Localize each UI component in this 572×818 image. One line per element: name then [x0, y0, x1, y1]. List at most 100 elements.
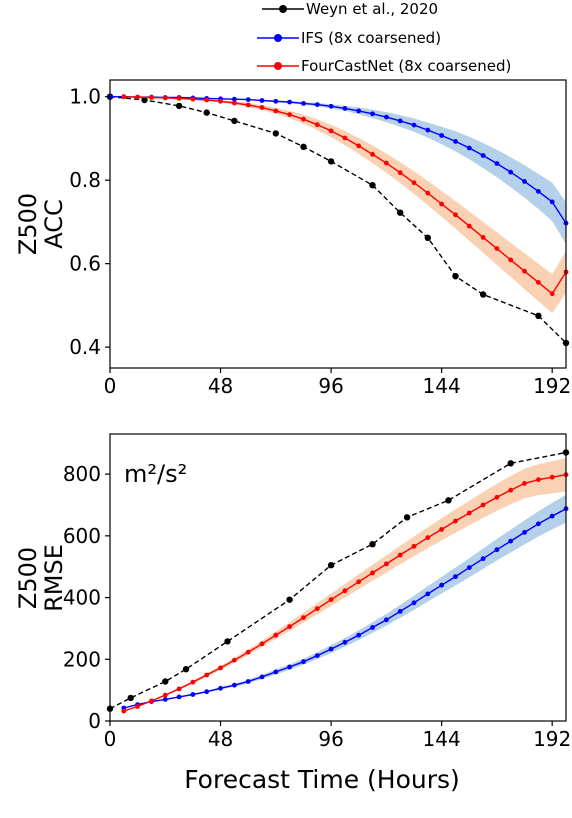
rmse-series-1-point	[314, 653, 320, 658]
acc-series-0-point	[479, 291, 487, 298]
acc-series-0-point	[369, 182, 376, 189]
acc-series-2-point	[411, 180, 417, 186]
acc-series-1-point	[549, 199, 555, 205]
legend-marker-ifs	[274, 34, 282, 42]
rmse-series-1-point	[453, 574, 458, 579]
rmse-axes-frame	[109, 433, 567, 722]
acc-series-1-point	[342, 106, 348, 111]
acc-series-1-point	[425, 127, 431, 133]
rmse-series-1-point	[204, 689, 210, 695]
acc-series-2-point	[314, 122, 320, 128]
acc-series-2-point	[508, 257, 514, 263]
acc-series-2-point	[342, 135, 348, 141]
acc-ytick-label: 0.6	[69, 252, 101, 276]
acc-series-2-point	[135, 94, 141, 100]
acc-xtick-label: 144	[423, 374, 461, 398]
rmse-xtick-label: 96	[318, 727, 343, 751]
rmse-series-2-point	[218, 665, 223, 671]
rmse-ytick-label: 0	[88, 709, 101, 733]
rmse-series-2-point	[397, 552, 403, 558]
acc-ytick-label: 0.4	[69, 335, 101, 359]
acc-series-0-point	[327, 158, 335, 165]
acc-series-0-point	[141, 96, 148, 104]
acc-xtick-label: 96	[318, 374, 343, 398]
rmse-series-2-point	[411, 543, 417, 549]
acc-series-1-point	[453, 139, 458, 144]
rmse-series-1-point	[245, 679, 251, 684]
rmse-series-0-point	[127, 694, 134, 702]
acc-series-2-point	[439, 201, 444, 207]
rmse-series-1-point	[549, 513, 555, 519]
acc-series-0-point	[300, 143, 307, 150]
rmse-series-2-point	[342, 588, 348, 594]
acc-series-2-point	[190, 96, 196, 102]
rmse-series-1-point	[522, 530, 527, 535]
acc-series-2-point	[259, 105, 265, 110]
rmse-series-2-point	[121, 708, 127, 714]
rmse-series-2-point	[356, 579, 362, 585]
rmse-series-2-point	[370, 570, 375, 576]
rmse-xtick-label: 192	[533, 727, 571, 751]
acc-series-1-point	[314, 102, 320, 107]
rmse-series-2-point	[439, 527, 444, 532]
rmse-xtick-label: 144	[423, 727, 461, 751]
acc-series-2-point	[121, 94, 127, 100]
rmse-series-1-point	[218, 685, 223, 691]
rmse-series-2-point	[328, 597, 334, 603]
rmse-series-1-point	[494, 547, 500, 553]
rmse-series-1-point	[176, 694, 182, 700]
acc-series-0-point	[397, 209, 404, 216]
rmse-series-1-point	[466, 565, 472, 570]
acc-series-1-point	[259, 98, 265, 103]
acc-series-2-point	[370, 151, 375, 157]
acc-series-1-point	[439, 133, 444, 138]
acc-series-0-point	[452, 273, 459, 280]
acc-series-1-point	[301, 101, 306, 106]
rmse-xtick-label: 0	[104, 727, 117, 751]
rmse-units-annotation: m²/s²	[124, 460, 187, 488]
acc-series-1-point	[480, 153, 486, 158]
acc-ytick-label: 0.8	[69, 168, 101, 192]
acc-series-1-point	[397, 118, 403, 124]
rmse-series-1-point	[190, 692, 196, 697]
acc-series-2-point	[218, 98, 223, 104]
acc-band-2	[123, 96, 567, 314]
rmse-ytick-label: 800	[63, 462, 101, 486]
acc-series-2-point	[328, 128, 334, 134]
acc-series-2-point	[232, 100, 237, 106]
acc-series-2-point	[384, 160, 389, 166]
rmse-ylabel-line1: Z500	[14, 547, 42, 609]
acc-series-2-point	[356, 143, 362, 149]
rmse-xtick-label: 48	[208, 727, 233, 751]
acc-ylabel-line1: Z500	[14, 193, 42, 255]
rmse-series-2-point	[204, 672, 210, 678]
rmse-series-0-point	[445, 497, 452, 504]
rmse-series-0-point	[507, 460, 514, 467]
rmse-series-2-point	[425, 535, 431, 541]
rmse-series-1-point	[356, 632, 362, 638]
rmse-series-1-point	[425, 591, 431, 597]
acc-series-2-point	[301, 116, 306, 122]
acc-series-0-point	[424, 234, 431, 241]
rmse-series-1-point	[287, 664, 292, 670]
acc-series-2-point	[204, 97, 210, 103]
acc-series-2-point	[245, 102, 251, 108]
rmse-series-2-point	[453, 518, 458, 524]
rmse-series-1-point	[328, 646, 334, 652]
rmse-series-2-point	[245, 649, 251, 655]
legend-marker-fourcastnet	[274, 62, 282, 70]
rmse-series-2-point	[287, 624, 292, 629]
acc-series-0-point	[231, 117, 238, 125]
rmse-series-2-point	[384, 561, 389, 567]
rmse-series-2-point	[494, 494, 500, 500]
acc-series-2-point	[453, 212, 458, 218]
rmse-ytick-label: 400	[63, 586, 101, 610]
x-axis-title: Forecast Time (Hours)	[184, 765, 460, 794]
rmse-series-2-point	[301, 615, 306, 620]
acc-series-1-point	[536, 189, 541, 194]
acc-series-2-point	[494, 246, 500, 252]
rmse-series-0-point	[182, 666, 190, 673]
rmse-series-0-point	[162, 678, 169, 685]
legend-marker-weyn	[279, 5, 287, 13]
acc-series-1-point	[245, 97, 251, 102]
